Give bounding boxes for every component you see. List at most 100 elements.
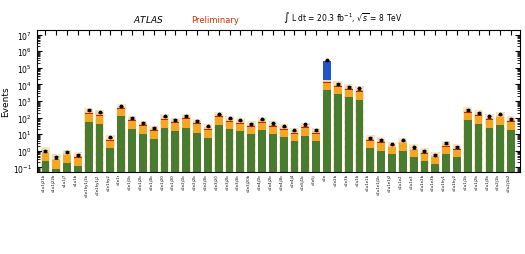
Point: [475, 111, 483, 115]
Point: [355, 87, 364, 91]
Bar: [74, 155, 82, 157]
Bar: [453, 145, 461, 254]
Bar: [464, 111, 471, 112]
Bar: [63, 156, 71, 164]
Bar: [388, 146, 396, 147]
Bar: [475, 114, 482, 115]
Bar: [128, 121, 136, 122]
Bar: [312, 131, 320, 132]
Bar: [247, 135, 255, 254]
Bar: [172, 124, 179, 132]
Bar: [496, 112, 505, 254]
Bar: [410, 150, 417, 151]
Bar: [355, 100, 363, 254]
Point: [301, 123, 310, 127]
Bar: [247, 126, 255, 127]
Bar: [399, 143, 407, 144]
Bar: [453, 151, 461, 158]
Bar: [95, 110, 104, 254]
Bar: [41, 151, 49, 152]
Bar: [399, 142, 407, 143]
Bar: [161, 120, 169, 128]
Bar: [74, 158, 82, 166]
Bar: [150, 132, 158, 140]
Bar: [280, 128, 288, 129]
Bar: [204, 128, 212, 130]
Bar: [236, 121, 244, 122]
Bar: [507, 120, 515, 121]
Bar: [172, 132, 179, 254]
Bar: [117, 110, 125, 117]
Bar: [139, 127, 147, 135]
Point: [225, 117, 234, 121]
Bar: [85, 114, 92, 122]
Bar: [139, 135, 147, 254]
Bar: [323, 81, 331, 82]
Bar: [150, 128, 158, 130]
Bar: [496, 126, 504, 254]
Bar: [96, 113, 103, 114]
Point: [410, 146, 418, 150]
Point: [420, 150, 428, 154]
Bar: [85, 108, 93, 254]
Bar: [139, 125, 147, 126]
Bar: [128, 120, 136, 121]
Bar: [215, 115, 223, 116]
Point: [366, 136, 374, 140]
Bar: [507, 121, 515, 122]
Bar: [291, 133, 298, 134]
Bar: [63, 155, 71, 156]
Point: [128, 116, 136, 120]
Point: [290, 129, 299, 133]
Bar: [301, 125, 309, 126]
Bar: [432, 156, 439, 157]
Y-axis label: Events: Events: [1, 86, 10, 117]
Bar: [161, 118, 169, 119]
Bar: [74, 157, 82, 158]
Bar: [41, 161, 49, 254]
Point: [312, 128, 320, 132]
Bar: [41, 153, 49, 161]
Bar: [204, 138, 212, 254]
Bar: [345, 90, 353, 97]
Bar: [52, 160, 60, 169]
Bar: [269, 135, 277, 254]
Bar: [291, 134, 298, 141]
Bar: [214, 112, 223, 254]
Bar: [453, 158, 461, 254]
Bar: [139, 121, 147, 254]
Bar: [432, 165, 439, 254]
Bar: [464, 113, 471, 121]
Bar: [432, 155, 439, 156]
Bar: [453, 150, 461, 151]
Point: [464, 108, 472, 113]
Bar: [496, 118, 504, 126]
Point: [139, 121, 147, 125]
Bar: [236, 122, 244, 123]
Point: [431, 153, 439, 157]
Bar: [236, 132, 244, 254]
Bar: [355, 89, 363, 90]
Bar: [204, 130, 212, 131]
Bar: [486, 118, 493, 119]
Bar: [377, 143, 385, 151]
Bar: [420, 149, 429, 254]
Bar: [432, 158, 439, 165]
Bar: [258, 121, 266, 122]
Bar: [301, 136, 309, 254]
Bar: [399, 141, 407, 142]
Bar: [410, 158, 417, 254]
Bar: [486, 117, 493, 118]
Bar: [182, 117, 190, 118]
Bar: [312, 134, 320, 141]
Bar: [301, 128, 309, 129]
Bar: [507, 117, 516, 254]
Bar: [442, 147, 450, 155]
Point: [160, 115, 169, 119]
Bar: [398, 138, 407, 254]
Bar: [366, 141, 374, 148]
Bar: [345, 97, 353, 254]
Text: Preliminary: Preliminary: [191, 16, 239, 25]
Point: [388, 143, 396, 147]
Bar: [193, 133, 201, 254]
